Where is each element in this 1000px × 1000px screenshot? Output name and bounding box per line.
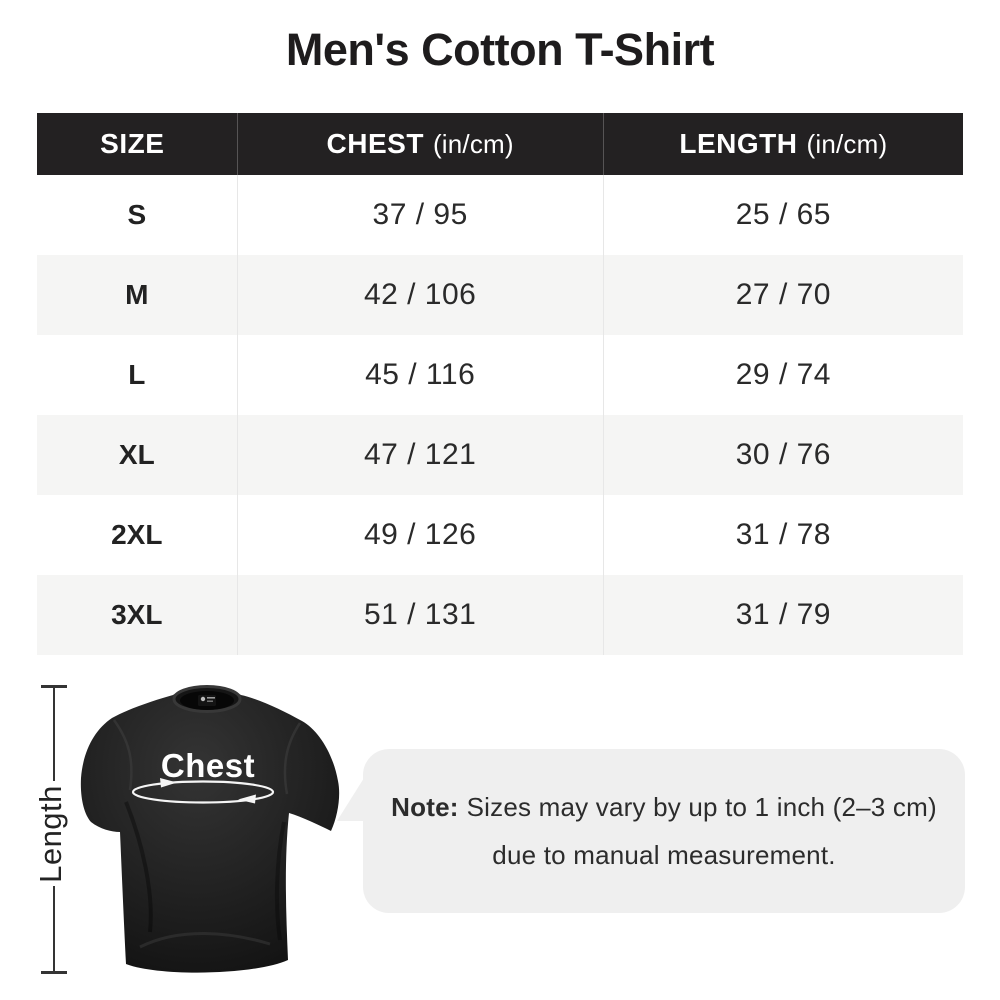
length-cell: 31 / 79	[602, 575, 963, 655]
table-header-row: SIZE CHEST (in/cm) LENGTH (in/cm)	[37, 113, 963, 175]
wrinkle	[283, 722, 302, 795]
chest-measure-arrow-icon	[131, 778, 275, 804]
chest-cell: 45 / 116	[236, 335, 603, 415]
bubble-tail	[337, 778, 364, 821]
wrinkle	[112, 719, 133, 791]
note-line-1: Note: Sizes may vary by up to 1 inch (2–3…	[391, 792, 937, 823]
length-line-lower	[53, 886, 55, 972]
size-cell: XL	[118, 439, 155, 470]
column-header-unit: (in/cm)	[432, 128, 514, 159]
chest-cell: 42 / 106	[236, 255, 603, 335]
length-label: Length	[33, 785, 68, 883]
length-cell: 25 / 65	[602, 175, 963, 255]
wrinkle	[124, 801, 153, 933]
table-row: XL 47 / 121 30 / 76	[37, 415, 963, 495]
column-header-unit: (in/cm)	[806, 128, 888, 159]
chest-cell: 49 / 126	[236, 495, 603, 575]
size-cell: 3XL	[111, 599, 163, 630]
table-row: S 37 / 95 25 / 65	[37, 175, 963, 255]
tshirt-illustration: Chest	[80, 685, 340, 973]
note-text-1: Sizes may vary by up to 1 inch (2–3 cm)	[466, 791, 937, 822]
note-line-2: due to manual measurement.	[492, 839, 836, 870]
note-label: Note:	[391, 791, 459, 822]
chest-cell: 47 / 121	[236, 415, 603, 495]
length-cell: 30 / 76	[602, 415, 963, 495]
size-cell: M	[125, 279, 149, 310]
column-header-label: LENGTH	[679, 128, 798, 159]
size-table: SIZE CHEST (in/cm) LENGTH (in/cm) S 37 / 9…	[37, 113, 963, 655]
column-header-length: LENGTH (in/cm)	[602, 113, 963, 175]
wrinkle	[139, 932, 271, 949]
length-line-upper	[53, 687, 55, 781]
length-cell: 31 / 78	[602, 495, 963, 575]
table-row: L 45 / 116 29 / 74	[37, 335, 963, 415]
size-cell: L	[128, 359, 146, 390]
collar-brand-label	[198, 695, 216, 706]
length-top-cap	[41, 685, 67, 688]
column-header-chest: CHEST (in/cm)	[236, 113, 603, 175]
page-title: Men's Cotton T-Shirt	[285, 24, 715, 75]
chest-label: Chest	[161, 747, 255, 784]
size-cell: S	[127, 199, 147, 230]
size-cell: 2XL	[111, 519, 163, 550]
length-bottom-cap	[41, 971, 67, 974]
column-header-size: SIZE	[37, 113, 237, 175]
table-row: M 42 / 106 27 / 70	[37, 255, 963, 335]
length-cell: 27 / 70	[602, 255, 963, 335]
table-row: 3XL 51 / 131 31 / 79	[37, 575, 963, 655]
column-header-label: CHEST	[326, 128, 424, 159]
chest-cell: 37 / 95	[236, 175, 603, 255]
column-header-label: SIZE	[100, 128, 165, 159]
note-bubble: Note: Sizes may vary by up to 1 inch (2–3…	[337, 749, 965, 913]
tshirt-body	[80, 689, 340, 973]
length-cell: 29 / 74	[602, 335, 963, 415]
table-row: 2XL 49 / 126 31 / 78	[37, 495, 963, 575]
wrinkle	[274, 821, 286, 941]
chest-cell: 51 / 131	[236, 575, 603, 655]
